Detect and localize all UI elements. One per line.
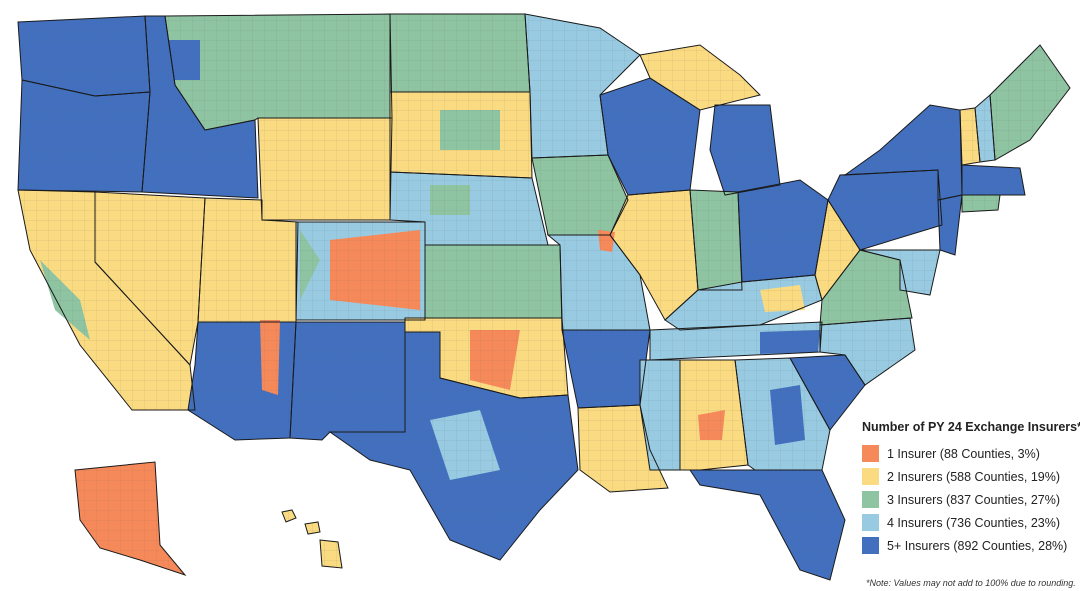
legend-item-1: 1 Insurer (88 Counties, 3%)	[862, 442, 1076, 465]
border-tx	[328, 331, 579, 561]
legend-label-2: 2 Insurers (588 Counties, 19%)	[887, 469, 1061, 484]
county-lines-co	[296, 222, 425, 320]
border-mi	[709, 104, 781, 196]
county-lines-mi-up	[640, 45, 760, 110]
border-nj	[937, 194, 963, 256]
legend-swatch-2	[862, 468, 879, 485]
border-md	[859, 249, 941, 296]
legend-swatch-3	[862, 491, 879, 508]
legend-item-3: 3 Insurers (837 Counties, 27%)	[862, 488, 1076, 511]
legend-swatch-5	[862, 537, 879, 554]
county-lines-hi	[282, 510, 342, 568]
county-lines-nm	[290, 322, 405, 440]
county-lines-ne	[390, 172, 548, 245]
county-lines-ia	[532, 155, 628, 235]
county-lines-sd	[390, 92, 532, 178]
county-lines-tn	[650, 322, 822, 360]
border-al	[679, 359, 749, 471]
county-lines-va	[820, 250, 912, 325]
county-lines-oh	[738, 180, 828, 282]
county-lines-ca	[18, 190, 195, 410]
county-lines-ak	[75, 462, 185, 575]
legend-label-4: 4 Insurers (736 Counties, 23%)	[887, 515, 1061, 530]
county-lines-la	[578, 405, 668, 492]
border-ny	[843, 104, 963, 201]
legend-label-3: 3 Insurers (837 Counties, 27%)	[887, 492, 1061, 507]
border-in	[689, 189, 743, 291]
border-hi	[281, 509, 343, 569]
border-mi-up	[639, 44, 761, 111]
county-lines-az	[188, 322, 296, 440]
county-lines-vt	[960, 108, 980, 165]
border-ak	[74, 461, 187, 577]
county-lines-mt	[165, 14, 392, 130]
border-ct	[961, 194, 1001, 213]
border-ma	[961, 164, 1026, 196]
county-lines-nh	[975, 95, 995, 162]
county-lines-ky	[665, 275, 822, 330]
county-lines-il	[610, 190, 698, 320]
county-lines-mn	[525, 14, 640, 158]
county-lines-me	[990, 45, 1070, 160]
county-lines-pa	[828, 170, 942, 250]
county-lines-wy	[258, 118, 392, 220]
county-lines-ms	[640, 360, 680, 470]
border-ia	[531, 154, 629, 236]
county-lines-or	[18, 80, 150, 192]
map-legend: Number of PY 24 Exchange Insurers* 1 Ins…	[862, 420, 1080, 557]
county-lines-id	[142, 16, 258, 198]
county-lines-wi	[600, 78, 700, 195]
county-lines-ga	[735, 358, 830, 470]
border-co	[295, 221, 426, 321]
border-pa	[827, 169, 943, 251]
county-lines-fl	[690, 470, 845, 580]
county-grid-overlay	[18, 14, 1070, 580]
county-lines-wv	[815, 200, 860, 300]
border-nv	[94, 191, 206, 367]
legend-swatch-4	[862, 514, 879, 531]
legend-item-5: 5+ Insurers (892 Counties, 28%)	[862, 534, 1076, 557]
county-lines-sc	[790, 355, 865, 430]
county-lines-tx	[330, 332, 578, 560]
legend-item-4: 4 Insurers (736 Counties, 23%)	[862, 511, 1076, 534]
county-lines-nd	[390, 14, 530, 92]
legend-label-5: 5+ Insurers (892 Counties, 28%)	[887, 538, 1068, 553]
county-lines-ny	[845, 105, 962, 200]
border-ms	[639, 359, 681, 471]
legend-title: Number of PY 24 Exchange Insurers*	[862, 420, 1080, 434]
legend-entries: 1 Insurer (88 Counties, 3%) 2 Insurers (5…	[862, 442, 1076, 557]
county-lines-ks	[425, 245, 562, 318]
county-lines-nj	[938, 195, 962, 255]
county-lines-mi	[710, 105, 780, 195]
county-lines-nv	[95, 192, 205, 365]
county-lines-nc	[820, 318, 915, 385]
county-lines-in	[690, 190, 742, 290]
county-lines-ct	[962, 195, 1000, 212]
border-me	[989, 44, 1071, 161]
county-lines-ma	[962, 165, 1025, 195]
legend-item-2: 2 Insurers (588 Counties, 19%)	[862, 465, 1076, 488]
county-lines-ar	[562, 330, 650, 408]
county-lines-wa	[18, 16, 150, 96]
legend-swatch-1	[862, 445, 879, 462]
county-lines-ut	[198, 198, 298, 322]
county-lines-ok	[405, 318, 568, 398]
footnote: *Note: Values may not add to 100% due to…	[866, 578, 1076, 588]
legend-label-1: 1 Insurer (88 Counties, 3%)	[887, 446, 1040, 461]
border-fl	[689, 469, 846, 581]
county-lines-al	[680, 360, 748, 470]
county-lines-mo	[548, 235, 650, 330]
state-borders	[17, 13, 1071, 581]
